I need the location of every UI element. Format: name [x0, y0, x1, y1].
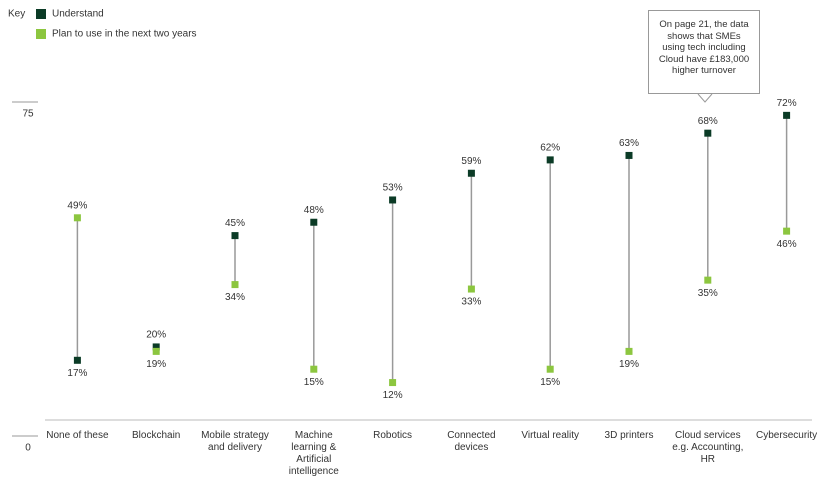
- point: [783, 111, 791, 119]
- value-label: 19%: [619, 359, 639, 370]
- value-label: 63%: [619, 138, 639, 149]
- value-label: 62%: [540, 143, 560, 154]
- point: [73, 356, 81, 364]
- value-label: 15%: [540, 377, 560, 388]
- value-label: 17%: [67, 368, 87, 379]
- point: [389, 379, 397, 387]
- point: [704, 129, 712, 137]
- point: [546, 156, 554, 164]
- x-tick-label: Blockchain: [132, 430, 181, 441]
- point: [467, 285, 475, 293]
- value-label: 72%: [777, 98, 797, 109]
- point: [783, 227, 791, 235]
- y-tick-label: 0: [25, 443, 31, 454]
- point: [625, 151, 633, 159]
- value-label: 59%: [461, 156, 481, 167]
- callout-pointer: [697, 93, 713, 103]
- x-tick-label: Machine learning & Artificial intelligen…: [288, 430, 339, 477]
- legend-swatch: [36, 29, 46, 39]
- x-tick-label: Mobile strategy and delivery: [201, 430, 269, 453]
- value-label: 45%: [225, 218, 245, 229]
- point: [152, 343, 160, 351]
- legend-label: Plan to use in the next two years: [52, 29, 197, 40]
- value-label: 15%: [304, 377, 324, 388]
- value-label: 46%: [777, 239, 797, 250]
- legend-swatch: [36, 9, 46, 19]
- point: [546, 365, 554, 373]
- point: [625, 347, 633, 355]
- y-tick-label: 75: [22, 109, 34, 120]
- point: [467, 169, 475, 177]
- annotation: On page 21, the data shows that SMEs usi…: [648, 10, 760, 94]
- x-tick-label: Connected devices: [447, 430, 496, 453]
- point: [310, 365, 318, 373]
- value-label: 49%: [67, 200, 87, 211]
- point: [231, 281, 239, 289]
- value-label: 48%: [304, 205, 324, 216]
- x-tick-label: Virtual reality: [521, 430, 579, 441]
- value-label: 20%: [146, 330, 166, 341]
- x-tick-label: Cloud services e.g. Accounting, HR: [672, 430, 744, 465]
- value-label: 33%: [461, 297, 481, 308]
- legend-label: Understand: [52, 9, 104, 20]
- x-tick-label: Robotics: [373, 430, 413, 441]
- legend-title: Key: [8, 9, 25, 20]
- point: [704, 276, 712, 284]
- point: [73, 214, 81, 222]
- value-label: 12%: [383, 390, 403, 401]
- x-tick-label: Cybersecurity: [756, 430, 818, 441]
- point: [152, 347, 160, 355]
- point: [389, 196, 397, 204]
- value-label: 53%: [383, 183, 403, 194]
- value-label: 19%: [146, 359, 166, 370]
- x-tick-label: 3D printers: [604, 430, 654, 441]
- x-tick-label: None of these: [46, 430, 109, 441]
- value-label: 35%: [698, 288, 718, 299]
- point: [231, 232, 239, 240]
- point: [310, 218, 318, 226]
- value-label: 68%: [698, 116, 718, 127]
- value-label: 34%: [225, 292, 245, 303]
